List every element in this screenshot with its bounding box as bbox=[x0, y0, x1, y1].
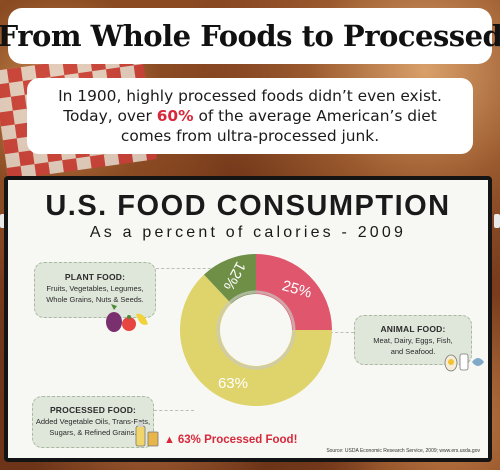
intro-line-2-post: of the average American’s diet bbox=[193, 107, 437, 125]
donut-inner-ring bbox=[216, 290, 296, 370]
plant-food-line-1: Fruits, Vegetables, Legumes, bbox=[46, 284, 144, 293]
intro-box: In 1900, highly processed foods didn’t e… bbox=[27, 78, 473, 154]
intro-line-2-pre: Today, over bbox=[63, 107, 157, 125]
carousel-prev-handle[interactable] bbox=[0, 214, 6, 228]
animal-food-icon bbox=[444, 353, 484, 372]
intro-line-1: In 1900, highly processed foods didn’t e… bbox=[58, 87, 442, 105]
plant-food-icon bbox=[106, 304, 148, 332]
infographic-card: U.S. FOOD CONSUMPTION As a percent of ca… bbox=[4, 176, 492, 462]
page-title: From Whole Foods to Processed bbox=[0, 19, 500, 53]
processed-food-heading: PROCESSED FOOD: bbox=[49, 405, 137, 415]
animal-connector bbox=[314, 332, 354, 333]
processed-food-line-2: Sugars, & Refined Grains. bbox=[49, 427, 137, 437]
warning-icon: ▲ bbox=[164, 434, 175, 446]
intro-highlight-percent: 60% bbox=[156, 107, 194, 125]
plant-connector bbox=[156, 268, 216, 269]
animal-food-heading: ANIMAL FOOD: bbox=[380, 324, 446, 334]
donut-slice-processed-food bbox=[180, 274, 332, 406]
processed-food-line-1: Added Vegetable Oils, Trans-Fats, bbox=[35, 417, 151, 426]
plant-food-label: PLANT FOOD: Fruits, Vegetables, Legumes,… bbox=[34, 262, 156, 318]
processed-warning: ▲ 63% Processed Food! bbox=[164, 434, 297, 446]
animal-food-line-2: and Seafood. bbox=[390, 346, 436, 356]
plant-food-line-2: Whole Grains, Nuts & Seeds. bbox=[46, 294, 144, 304]
intro-line-2: Today, over 60% of the average American’… bbox=[58, 106, 442, 126]
intro-text: In 1900, highly processed foods didn’t e… bbox=[58, 86, 442, 146]
processed-warning-text: 63% Processed Food! bbox=[177, 434, 298, 446]
title-banner: From Whole Foods to Processed bbox=[0, 8, 500, 64]
donut-chart: 25%63%12% bbox=[180, 254, 332, 406]
intro-line-3: comes from ultra-processed junk. bbox=[120, 127, 380, 145]
infographic-subtitle: As a percent of calories - 2009 bbox=[89, 224, 407, 241]
animal-food-label: ANIMAL FOOD: Meat, Dairy, Eggs, Fish, an… bbox=[354, 315, 472, 365]
processed-food-icon bbox=[135, 422, 159, 447]
carousel-next-handle[interactable] bbox=[494, 214, 500, 228]
animal-food-line-1: Meat, Dairy, Eggs, Fish, bbox=[373, 336, 453, 345]
plant-food-heading: PLANT FOOD: bbox=[64, 272, 126, 282]
donut-slice-animal-food bbox=[256, 254, 332, 330]
source-citation: Source: USDA Economic Research Service, … bbox=[326, 448, 480, 454]
infographic-title: U.S. FOOD CONSUMPTION bbox=[45, 190, 451, 222]
processed-food-label: PROCESSED FOOD: Added Vegetable Oils, Tr… bbox=[32, 396, 154, 448]
processed-connector bbox=[154, 410, 194, 411]
donut-label-processed-food: 63% bbox=[218, 375, 248, 392]
donut-slice-plant-food bbox=[203, 254, 256, 304]
